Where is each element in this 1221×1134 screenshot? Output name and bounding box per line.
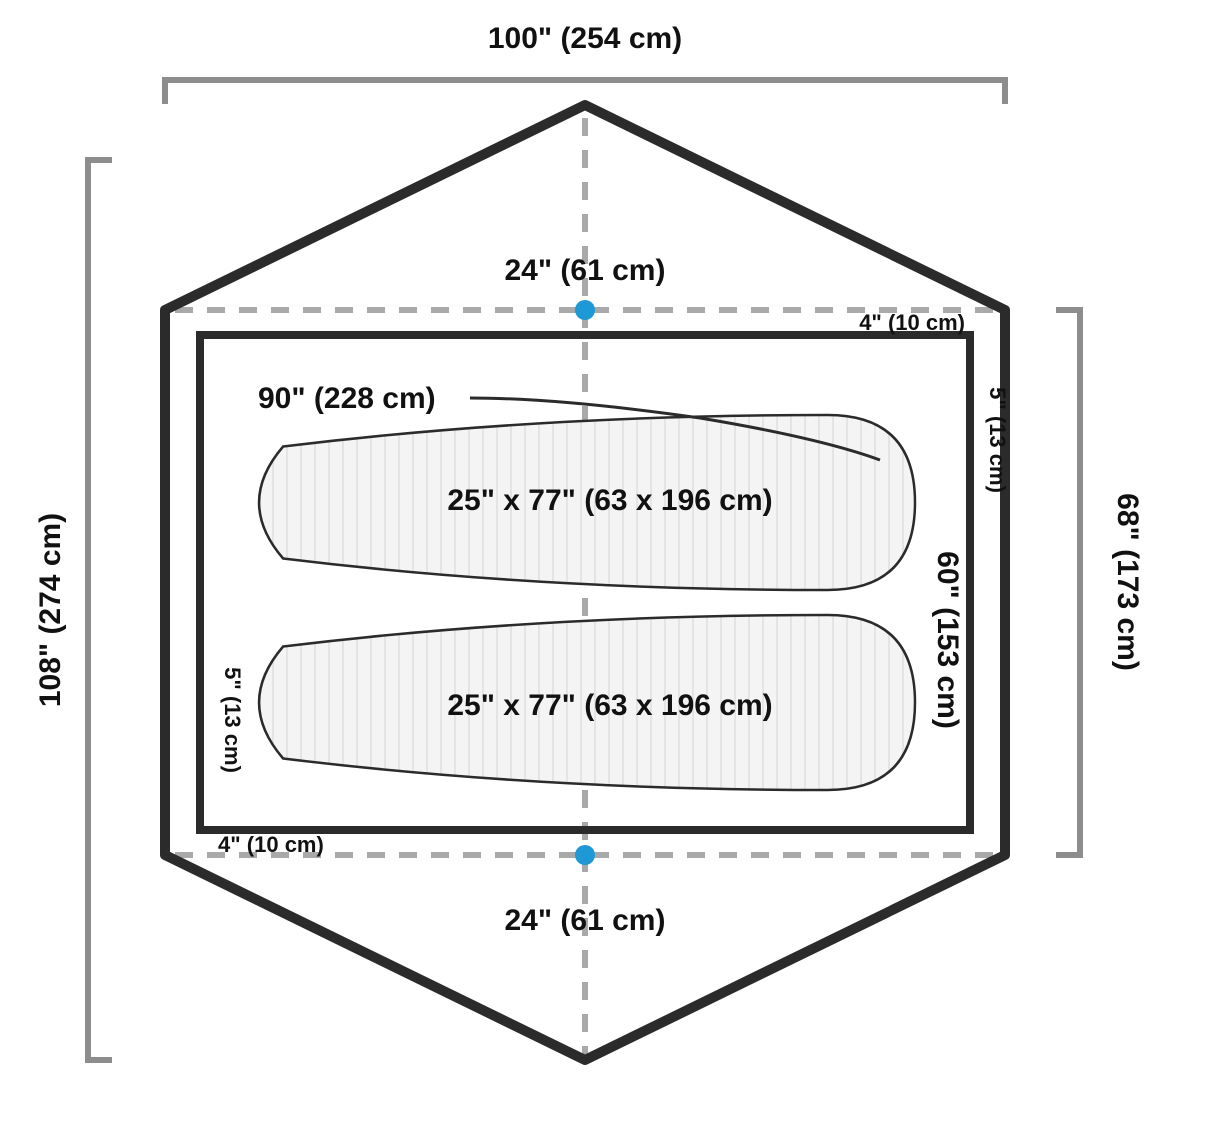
label-inner-height: 60" (153 cm): [931, 551, 964, 729]
anchor-dot-bottom: [575, 845, 595, 865]
label-pad-2: 25" x 77" (63 x 196 cm): [447, 689, 772, 722]
label-gap-bottom-left: 4" (10 cm): [218, 832, 324, 857]
label-gap-top-right: 4" (10 cm): [859, 310, 965, 335]
bracket-right: [1056, 310, 1080, 855]
tent-dimension-diagram: 100" (254 cm) 108" (274 cm) 68" (173 cm)…: [0, 0, 1221, 1134]
label-pad-1: 25" x 77" (63 x 196 cm): [447, 484, 772, 517]
label-vestibule-top: 24" (61 cm): [505, 254, 666, 287]
label-top-width: 100" (254 cm): [488, 22, 682, 55]
label-gap-left-side: 5" (13 cm): [220, 667, 245, 773]
label-left-height: 108" (274 cm): [34, 513, 67, 707]
anchor-dot-top: [575, 300, 595, 320]
label-gap-right-side: 5" (13 cm): [985, 387, 1010, 493]
label-vestibule-bottom: 24" (61 cm): [505, 904, 666, 937]
label-inner-width: 90" (228 cm): [258, 382, 436, 415]
bracket-left: [88, 160, 112, 1060]
label-right-height: 68" (173 cm): [1111, 493, 1144, 671]
diagram-svg: 100" (254 cm) 108" (274 cm) 68" (173 cm)…: [0, 0, 1221, 1134]
